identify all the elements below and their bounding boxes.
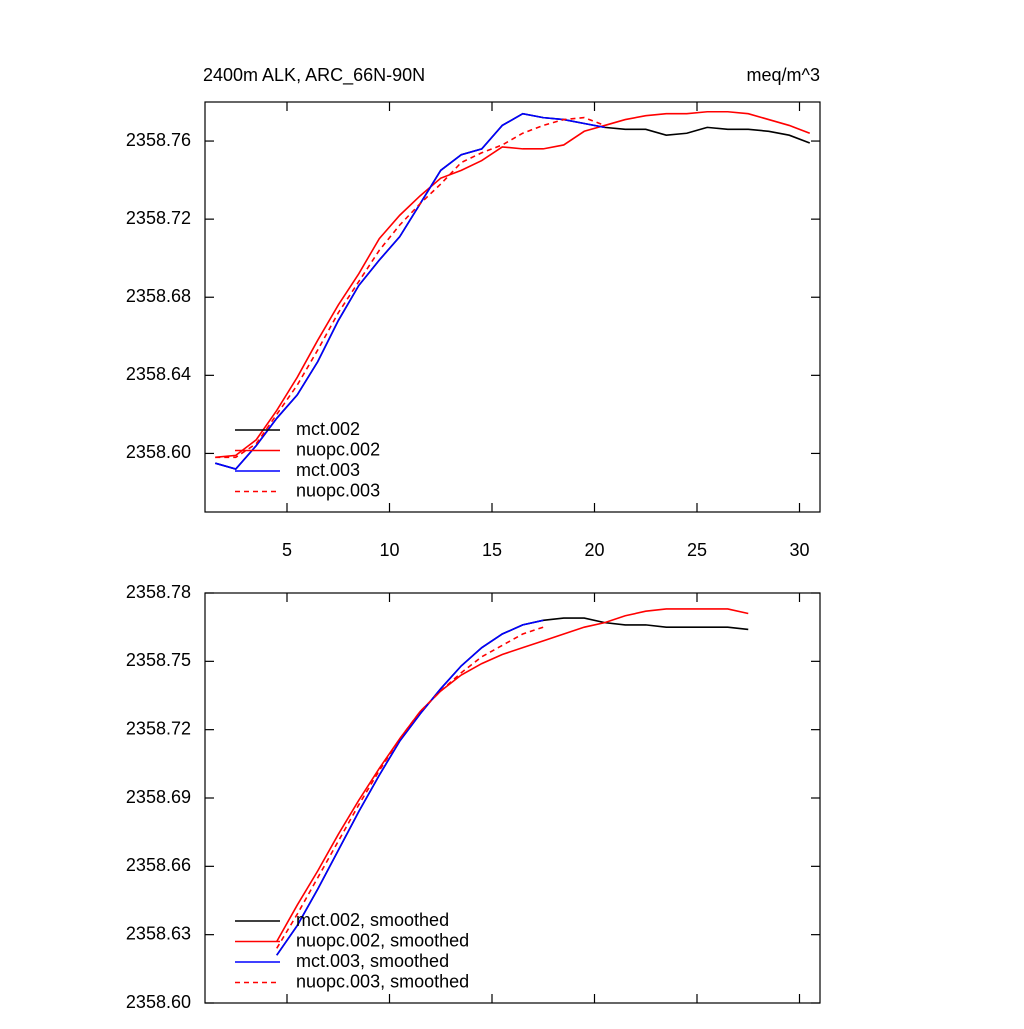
data-line <box>215 112 811 470</box>
data-line <box>215 116 606 459</box>
y-tick-label: 2358.63 <box>126 923 191 943</box>
data-line <box>276 626 544 949</box>
data-line <box>215 110 811 459</box>
legend-label: nuopc.003, smoothed <box>296 971 469 991</box>
y-tick-label: 2358.72 <box>126 208 191 228</box>
plot-frame <box>204 101 821 513</box>
legend-label: nuopc.002 <box>296 439 380 459</box>
legend-label: nuopc.003 <box>296 480 380 500</box>
x-tick-label: 10 <box>379 540 399 560</box>
legend-label: mct.003 <box>296 460 360 480</box>
y-tick-label: 2358.66 <box>126 855 191 875</box>
y-tick-label: 2358.68 <box>126 286 191 306</box>
x-tick-label: 5 <box>282 540 292 560</box>
y-tick-label: 2358.75 <box>126 650 191 670</box>
y-tick-label: 2358.69 <box>126 787 191 807</box>
legend-label: mct.002 <box>296 419 360 439</box>
units-label: meq/m^3 <box>747 65 820 85</box>
data-line <box>276 619 544 956</box>
chart-title: 2400m ALK, ARC_66N-90N <box>203 65 425 86</box>
data-line <box>215 112 605 470</box>
y-tick-label: 2358.64 <box>126 364 191 384</box>
legend-label: mct.003, smoothed <box>296 951 449 971</box>
y-tick-label: 2358.60 <box>126 442 191 462</box>
y-tick-label: 2358.72 <box>126 718 191 738</box>
y-tick-label: 2358.60 <box>126 992 191 1012</box>
x-tick-label: 20 <box>584 540 604 560</box>
x-tick-label: 30 <box>789 540 809 560</box>
legend-label: nuopc.002, smoothed <box>296 930 469 950</box>
x-tick-label: 15 <box>482 540 502 560</box>
y-tick-label: 2358.76 <box>126 130 191 150</box>
y-tick-label: 2358.78 <box>126 582 191 602</box>
legend-label: mct.002, smoothed <box>296 910 449 930</box>
data-line <box>276 617 749 956</box>
data-line <box>276 608 749 942</box>
x-tick-label: 25 <box>687 540 707 560</box>
